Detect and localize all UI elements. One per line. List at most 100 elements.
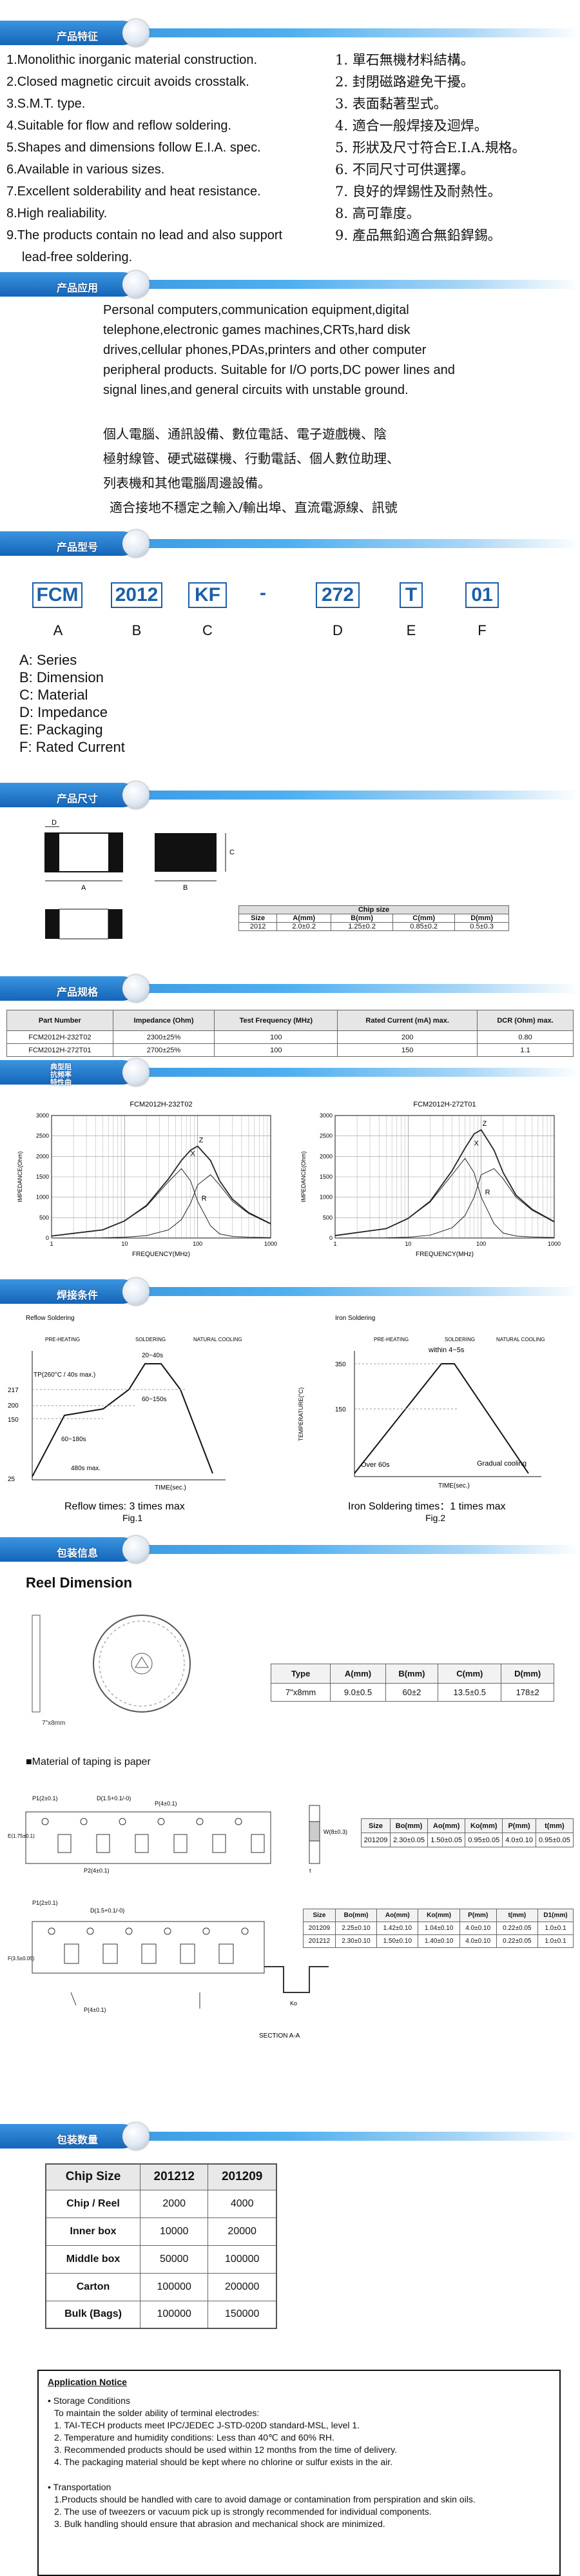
y-tick-label: 1000 bbox=[320, 1194, 333, 1201]
paper-tape-drawing: P1(2±0.1) D(1.5+0.1/-0) P(4±0.1) E(1.75±… bbox=[8, 1795, 271, 1874]
cell: 0.85±0.2 bbox=[392, 922, 456, 931]
application-notice: Application Notice • Storage Conditions … bbox=[37, 2370, 561, 2576]
feature-zh-5: 5. 形狀及尺寸符合E.I.A.規格。 bbox=[335, 140, 526, 155]
quantity-header-label: 包装数量 bbox=[57, 2135, 99, 2146]
chip-outline-drawing: D A C B bbox=[44, 819, 235, 939]
cell: 0.5±0.3 bbox=[454, 922, 509, 931]
pn-code-impedance: 272 bbox=[316, 582, 360, 608]
cell: 2300±25% bbox=[112, 1030, 215, 1044]
reflow-note: 20~40s bbox=[142, 1352, 163, 1359]
applications-en: Personal computers,communication equipme… bbox=[103, 303, 455, 397]
tape-head: t(mm) bbox=[535, 1818, 574, 1833]
dimensions-header: 产品尺寸 bbox=[0, 780, 580, 810]
feature-zh-3: 3. 表面黏著型式。 bbox=[335, 96, 447, 112]
cell: 50000 bbox=[140, 2245, 209, 2274]
feature-zh-8: 8. 高可靠度。 bbox=[335, 206, 420, 221]
iron-title: Iron Soldering bbox=[335, 1315, 375, 1322]
iron-xlabel: TIME(sec.) bbox=[438, 1482, 470, 1490]
reflow-title: Reflow Soldering bbox=[26, 1315, 75, 1322]
series-line-x bbox=[334, 1157, 555, 1238]
cell: 201209 bbox=[361, 1833, 391, 1847]
iron-note: Over 60s bbox=[361, 1461, 390, 1469]
quantity-header: 包装数量 bbox=[0, 2121, 580, 2151]
reflow-fig: Fig.1 bbox=[122, 1513, 142, 1523]
cell: 4000 bbox=[208, 2189, 277, 2218]
cell: 2.30±0.10 bbox=[334, 1934, 378, 1948]
reel-table: Type A(mm) B(mm) C(mm) D(mm) 7"x8mm 9.0±0… bbox=[270, 1664, 554, 1702]
reel-head: C(mm) bbox=[438, 1664, 502, 1684]
cell: 150000 bbox=[208, 2300, 277, 2329]
tape-dim-label: D(1.5+0.1/-0) bbox=[97, 1795, 131, 1802]
cell: 1.50±0.05 bbox=[427, 1833, 466, 1847]
table-row: Inner box 10000 20000 bbox=[45, 2217, 277, 2246]
features-en-list: 1.Monolithic inorganic material construc… bbox=[6, 49, 303, 268]
x-tick-label: 100 bbox=[193, 1241, 202, 1247]
feature-en-6: 6.Available in various sizes. bbox=[6, 162, 165, 177]
tape-head: Bo(mm) bbox=[334, 1909, 378, 1922]
iron-temp: 150 bbox=[335, 1406, 346, 1413]
iron-phase: NATURAL COOLING bbox=[496, 1337, 545, 1342]
table-row: Carton 100000 200000 bbox=[45, 2272, 277, 2301]
reflow-temp: 150 bbox=[8, 1417, 19, 1424]
iron-phase: PRE-HEATING bbox=[374, 1337, 409, 1342]
iron-phase: SOLDERING bbox=[445, 1337, 475, 1342]
tape-head: D1(mm) bbox=[537, 1909, 574, 1922]
table-row: 7"x8mm 9.0±0.5 60±2 13.5±0.5 178±2 bbox=[270, 1683, 554, 1702]
tape-dim-label: E(1.75±0.1) bbox=[8, 1833, 35, 1839]
y-tick-label: 500 bbox=[39, 1214, 49, 1221]
chip-size-head: A(mm) bbox=[276, 914, 332, 923]
embossed-tape-table: Size Bo(mm) Ao(mm) Ko(mm) P(mm) t(mm) D1(mm) 2… bbox=[303, 1909, 574, 1948]
reflow-caption: Reflow times: 3 times max bbox=[64, 1501, 185, 1512]
feature-zh-7: 7. 良好的焊錫性及耐熱性。 bbox=[335, 184, 501, 199]
tape-head: Ao(mm) bbox=[376, 1909, 419, 1922]
iron-note: Gradual cooling bbox=[477, 1460, 527, 1468]
part-number-header: 产品型号 bbox=[0, 529, 580, 558]
cell: 2.30±0.05 bbox=[389, 1833, 429, 1847]
y-tick-label: 500 bbox=[323, 1214, 333, 1221]
dim-label-b: B bbox=[183, 884, 188, 892]
pn-legend-c: C: Material bbox=[19, 687, 88, 703]
reflow-note: TP(260°C / 40s max.) bbox=[34, 1372, 95, 1379]
series-label: X bbox=[474, 1140, 479, 1148]
y-tick-label: 3000 bbox=[36, 1112, 49, 1119]
reflow-profile-diagram: Reflow Soldering PRE-HEATING SOLDERING N… bbox=[8, 1315, 242, 1523]
y-tick-label: 1000 bbox=[36, 1194, 49, 1201]
cell: Bulk (Bags) bbox=[45, 2300, 141, 2329]
embossed-tape-section: Ko SECTION A-A bbox=[259, 1966, 329, 2040]
cell: 1.0±0.1 bbox=[537, 1934, 574, 1948]
cell: Chip / Reel bbox=[45, 2189, 141, 2218]
soldering-header-label: 焊接条件 bbox=[57, 1290, 99, 1301]
cell: Inner box bbox=[45, 2217, 141, 2246]
table-row: Bulk (Bags) 100000 150000 bbox=[45, 2300, 277, 2329]
reflow-note: 60~150s bbox=[142, 1396, 167, 1403]
iron-ylabel: TEMPERATURE(°C) bbox=[298, 1388, 304, 1441]
feature-zh-6: 6. 不同尺寸可供選擇。 bbox=[335, 162, 474, 177]
cell: 13.5±0.5 bbox=[438, 1683, 502, 1702]
tape-head: P(mm) bbox=[502, 1818, 536, 1833]
table-row: 201212 2.30±0.10 1.50±0.10 1.40±0.10 4.0±0.1… bbox=[303, 1934, 574, 1948]
quantity-table: Chip Size 201212 201209 Chip / Reel 2000 4… bbox=[45, 2163, 277, 2329]
series-label: Z bbox=[199, 1137, 204, 1145]
part-number-header-label: 产品型号 bbox=[57, 542, 99, 553]
tape-dim-label: P1(2±0.1) bbox=[32, 1900, 57, 1906]
cell: 4.0±0.10 bbox=[459, 1922, 497, 1935]
cell: 178±2 bbox=[501, 1683, 554, 1702]
iron-profile-diagram: Iron Soldering PRE-HEATING SOLDERING NAT… bbox=[298, 1315, 545, 1523]
reflow-temp: 25 bbox=[8, 1476, 15, 1483]
spec-head: Part Number bbox=[6, 1010, 113, 1031]
pn-code-packaging: T bbox=[400, 582, 423, 608]
cell: 1.25±0.2 bbox=[331, 922, 394, 931]
reflow-temp: 217 bbox=[8, 1387, 19, 1394]
notice-transport-title: • Transportation bbox=[48, 2482, 111, 2492]
reel-title: Reel Dimension bbox=[26, 1575, 133, 1591]
y-tick-label: 2500 bbox=[320, 1133, 333, 1139]
curves-header-label: 典型阻抗频率特性曲 bbox=[50, 1063, 72, 1086]
y-axis-label: IMPEDANCE(Ohm) bbox=[17, 1151, 23, 1202]
quantity-head: 201209 bbox=[208, 2163, 277, 2190]
pn-legend-e: E: Packaging bbox=[19, 722, 103, 738]
x-tick-label: 10 bbox=[121, 1241, 128, 1247]
notice-storage-lines: To maintain the solder ability of termin… bbox=[48, 2407, 550, 2468]
reflow-note: 60~180s bbox=[61, 1436, 86, 1443]
reel-head: Type bbox=[270, 1664, 331, 1684]
pn-letter-f: F bbox=[478, 622, 487, 638]
